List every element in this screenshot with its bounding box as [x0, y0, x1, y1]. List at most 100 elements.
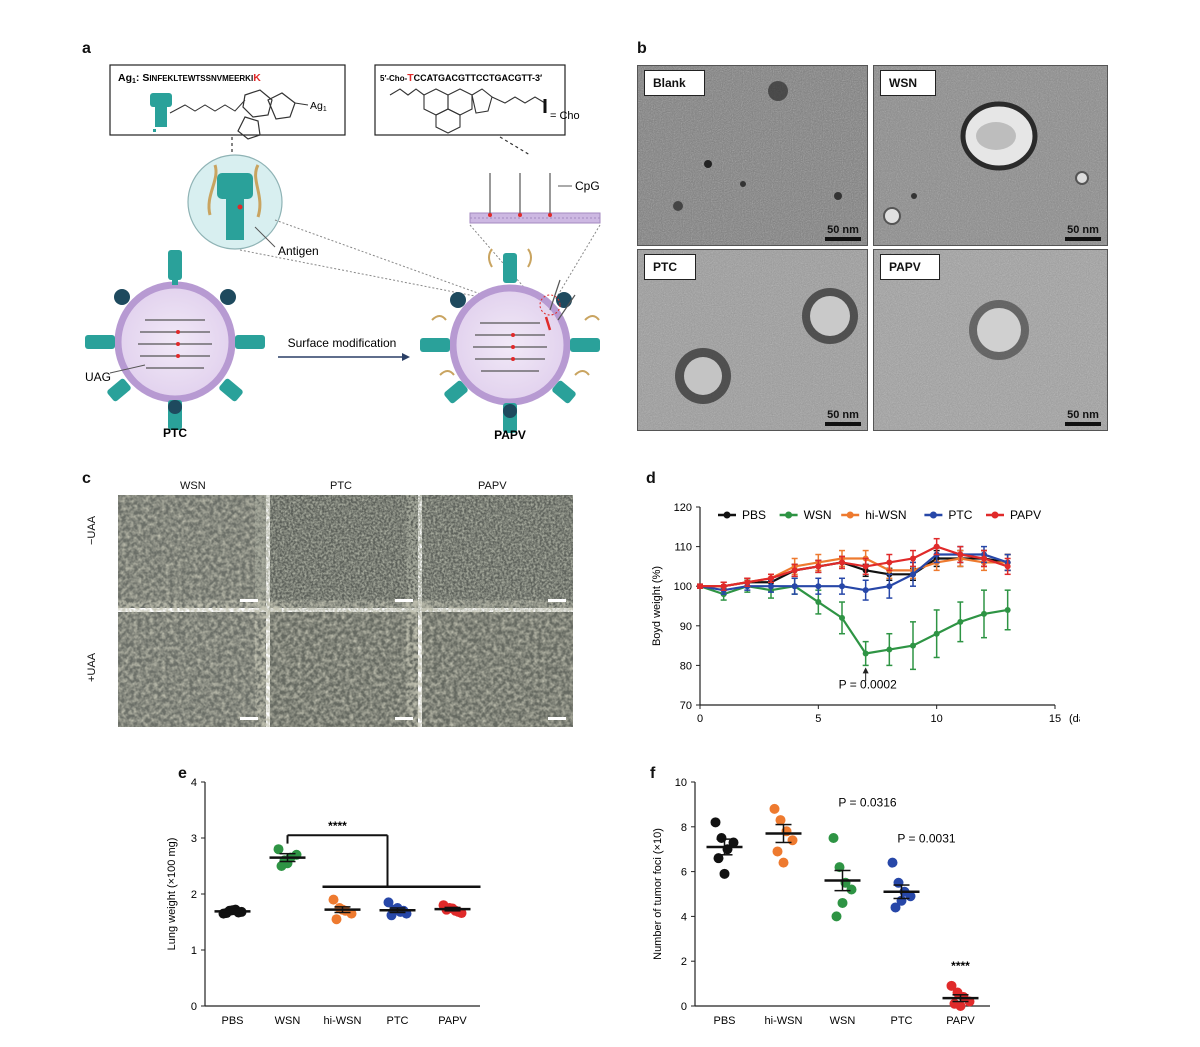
scale-bar-papv: 50 nm [1065, 409, 1101, 426]
dot-WSN [831, 911, 842, 922]
dot-WSN [837, 897, 848, 908]
dot-WSN [273, 844, 284, 855]
dot-WSN [834, 862, 845, 873]
ylabel-d: Boyd weight (%) [651, 566, 663, 646]
xtick-label-d: 0 [697, 713, 703, 725]
antigen-seq-prefix: Ag [118, 72, 132, 84]
micrograph-wsn-minus [118, 495, 266, 608]
point-WSN [981, 610, 987, 617]
legend-label-PBS: PBS [742, 508, 766, 522]
annotation-PTC: P = 0.0031 [897, 831, 955, 845]
ytick-label-e: 0 [191, 1001, 197, 1013]
tem-label-papv: PAPV [880, 254, 940, 280]
col-label-ptc: PTC [330, 480, 352, 492]
legend-marker-WSN [785, 511, 793, 519]
cpg-structure-box [374, 64, 566, 136]
scale-bar-blank: 50 nm [825, 224, 861, 241]
ytick-label-d: 80 [680, 660, 692, 672]
point-WSN [1004, 606, 1011, 613]
dot-WSN [282, 858, 293, 869]
cpg-label: CpG [575, 179, 600, 193]
xtick-label-e: WSN [275, 1015, 301, 1027]
tem-image-wsn: WSN 50 nm [873, 65, 1108, 246]
micrograph-grid [118, 495, 573, 727]
antigen-seq-end: K [253, 72, 261, 84]
xtick-label-e: PTC [387, 1015, 409, 1027]
micrograph-papv-minus [422, 495, 573, 608]
ytick-label-e: 1 [191, 945, 197, 957]
dot-WSN [828, 833, 839, 843]
dot-PBS [728, 837, 739, 848]
dot-PAPV [946, 980, 957, 991]
xtick-label-f: PAPV [946, 1015, 975, 1027]
dot-WSN [846, 884, 857, 895]
xtick-label-e: PAPV [438, 1015, 467, 1027]
panel-a-schematic: Ag1: SINFEKLTEWTSSNVMEERKIK Ag1 5′-Cho-T… [85, 64, 601, 440]
point-PTC [862, 587, 869, 594]
dot-hi-WSN [778, 857, 789, 868]
panel-label-b: b [637, 40, 647, 57]
antigen-label: Antigen [278, 244, 319, 258]
tem-label-blank: Blank [644, 70, 705, 96]
ag1-label: Ag1 [310, 100, 327, 113]
panel-label-e: e [178, 765, 187, 782]
chart-d-body-weight: 70 80 90 100 110 120 0 5 10 15 (days) Boyd weight (… [651, 502, 1080, 725]
point-PTC [886, 583, 893, 590]
svg-text:Ag1: SINFEKLTEWTSSNVMEERKIK: Ag1: SINFEKLTEWTSSNVMEERKIK [118, 72, 261, 85]
point-WSN [862, 650, 869, 657]
ytick-label-d: 70 [680, 700, 692, 712]
dot-PAPV [955, 1001, 966, 1011]
point-PAPV [720, 583, 727, 590]
ytick-label-f: 4 [681, 911, 687, 923]
annotation-arrowhead-d [862, 667, 869, 674]
row-label-plus-uaa: +UAA [86, 652, 98, 682]
point-PAPV [768, 575, 774, 582]
legend-marker-PBS [723, 511, 731, 519]
significance-e: **** [328, 819, 347, 833]
series-line-PAPV [700, 545, 1009, 588]
point-WSN [815, 599, 822, 606]
legend-label-PTC: PTC [948, 508, 972, 522]
xlabel-d: (days) [1069, 713, 1080, 725]
point-PTC [839, 583, 845, 590]
dot-hi-WSN [787, 835, 798, 846]
point-PAPV [981, 555, 987, 562]
point-PAPV [1004, 563, 1011, 570]
micrograph-wsn-plus [118, 612, 266, 727]
dot-PTC [887, 857, 898, 868]
legend-label-WSN: WSN [804, 508, 832, 522]
tem-image-ptc: PTC 50 nm [637, 249, 868, 431]
chart-e-lung-weight: 0 1 2 3 4 Lung weight (×100 mg) PBS WSN hi-WSN PT… [166, 777, 481, 1027]
ytick-label-e: 4 [191, 777, 197, 789]
panel-label-a: a [82, 40, 91, 57]
dot-PBS [713, 853, 724, 864]
point-PAPV [815, 563, 822, 570]
ytick-label-e: 3 [191, 833, 197, 845]
xtick-label-f: PBS [713, 1015, 735, 1027]
dot-PTC [890, 902, 901, 913]
dna-seq-rest: CCATGACGTTCCTGACGTT-3′ [414, 73, 542, 83]
point-PAPV [957, 551, 964, 558]
antigen-structure-box [109, 64, 346, 136]
ytick-label-f: 2 [681, 956, 687, 968]
tem-label-ptc: PTC [644, 254, 696, 280]
col-label-wsn: WSN [180, 480, 206, 492]
ytick-label-f: 0 [681, 1001, 687, 1013]
surface-modification-label: Surface modification [288, 336, 397, 350]
papv-cell [420, 248, 600, 433]
xtick-label-e: PBS [221, 1015, 243, 1027]
tem-image-blank: Blank 50 nm [637, 65, 868, 246]
uag-label: UAG [85, 370, 111, 384]
dot-hi-WSN [346, 908, 357, 919]
point-PAPV [933, 543, 940, 550]
point-PAPV [862, 563, 869, 570]
chart-f-tumor-foci: 0 2 4 6 8 10 Number of tumor foci (×10) PBS hi-W… [652, 777, 990, 1027]
ylabel-e: Lung weight (×100 mg) [166, 838, 178, 951]
xtick-label-f: WSN [830, 1015, 856, 1027]
xtick-label-f: PTC [891, 1015, 913, 1027]
ptc-cell-label: PTC [163, 426, 187, 440]
point-WSN [933, 630, 940, 637]
point-WSN [957, 618, 964, 625]
dna-seq-pre: 5′-Cho- [380, 74, 408, 83]
ytick-label-e: 2 [191, 889, 197, 901]
